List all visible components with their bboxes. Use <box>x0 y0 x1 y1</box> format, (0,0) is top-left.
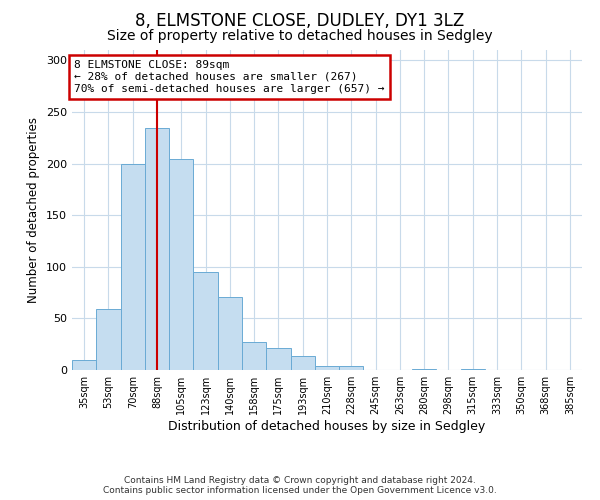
Text: 8, ELMSTONE CLOSE, DUDLEY, DY1 3LZ: 8, ELMSTONE CLOSE, DUDLEY, DY1 3LZ <box>136 12 464 30</box>
Bar <box>121 164 145 370</box>
Bar <box>169 160 193 370</box>
Bar <box>412 369 436 370</box>
Bar <box>315 366 339 370</box>
Bar <box>193 272 218 370</box>
Text: 8 ELMSTONE CLOSE: 89sqm
← 28% of detached houses are smaller (267)
70% of semi-d: 8 ELMSTONE CLOSE: 89sqm ← 28% of detache… <box>74 60 385 94</box>
Bar <box>218 296 242 370</box>
Bar <box>461 369 485 370</box>
Bar <box>145 128 169 370</box>
X-axis label: Distribution of detached houses by size in Sedgley: Distribution of detached houses by size … <box>169 420 485 433</box>
Bar <box>242 342 266 370</box>
Bar <box>72 360 96 370</box>
Bar <box>266 348 290 370</box>
Bar <box>96 309 121 370</box>
Bar <box>339 366 364 370</box>
Y-axis label: Number of detached properties: Number of detached properties <box>28 117 40 303</box>
Text: Contains HM Land Registry data © Crown copyright and database right 2024.
Contai: Contains HM Land Registry data © Crown c… <box>103 476 497 495</box>
Text: Size of property relative to detached houses in Sedgley: Size of property relative to detached ho… <box>107 29 493 43</box>
Bar <box>290 356 315 370</box>
